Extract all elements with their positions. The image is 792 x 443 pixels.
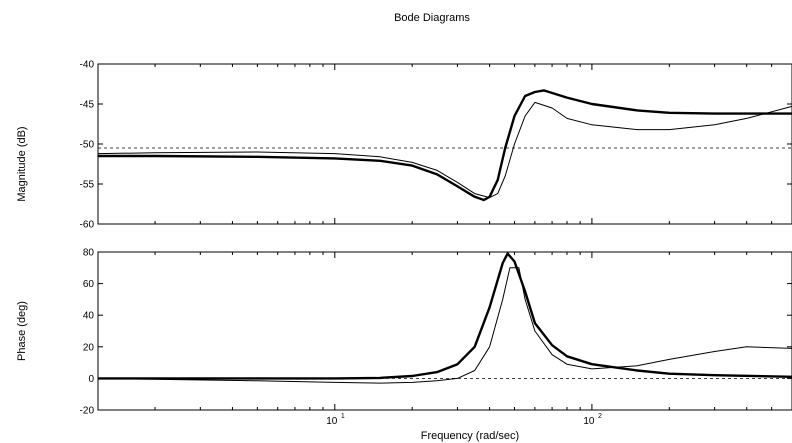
magnitude-ytick-label-4: -40 — [80, 60, 95, 71]
phase-series-thin-line — [98, 267, 792, 384]
magnitude-ylabel: Magnitude (dB) — [16, 126, 28, 201]
phase-ytick-label-1: 0 — [88, 374, 94, 385]
xtick-label-0: 10 — [326, 416, 338, 427]
magnitude-axes-frame — [97, 63, 792, 225]
phase-ytick-label-5: 80 — [83, 248, 95, 259]
phase-ytick-label-3: 40 — [83, 311, 95, 322]
xtick-label-exp-1: 2 — [598, 413, 602, 420]
magnitude-panel: -60 -55 -50 -45 -40 — [80, 60, 792, 231]
magnitude-ytick-label-1: -55 — [80, 180, 95, 191]
phase-ytick-label-0: -20 — [80, 406, 95, 417]
magnitude-ytick-label-3: -45 — [80, 100, 95, 111]
magnitude-series-thin-line — [98, 101, 792, 199]
magnitude-ytick-label-0: -60 — [80, 220, 95, 231]
phase-panel: -20 0 20 40 60 80 — [80, 248, 792, 417]
phase-ytick-label-2: 20 — [83, 342, 95, 353]
phase-axes-frame — [97, 251, 792, 411]
x-axis-label: Frequency (rad/sec) — [421, 430, 519, 442]
chart-title: Bode Diagrams — [394, 12, 470, 24]
magnitude-ytick-label-2: -50 — [80, 140, 95, 151]
magnitude-series-thick-line — [98, 89, 792, 202]
xtick-label-1: 10 — [583, 416, 595, 427]
phase-ytick-label-4: 60 — [83, 279, 95, 290]
phase-series-thick-line — [98, 252, 792, 380]
xtick-label-exp-0: 1 — [341, 413, 345, 420]
phase-ylabel: Phase (deg) — [16, 301, 28, 361]
